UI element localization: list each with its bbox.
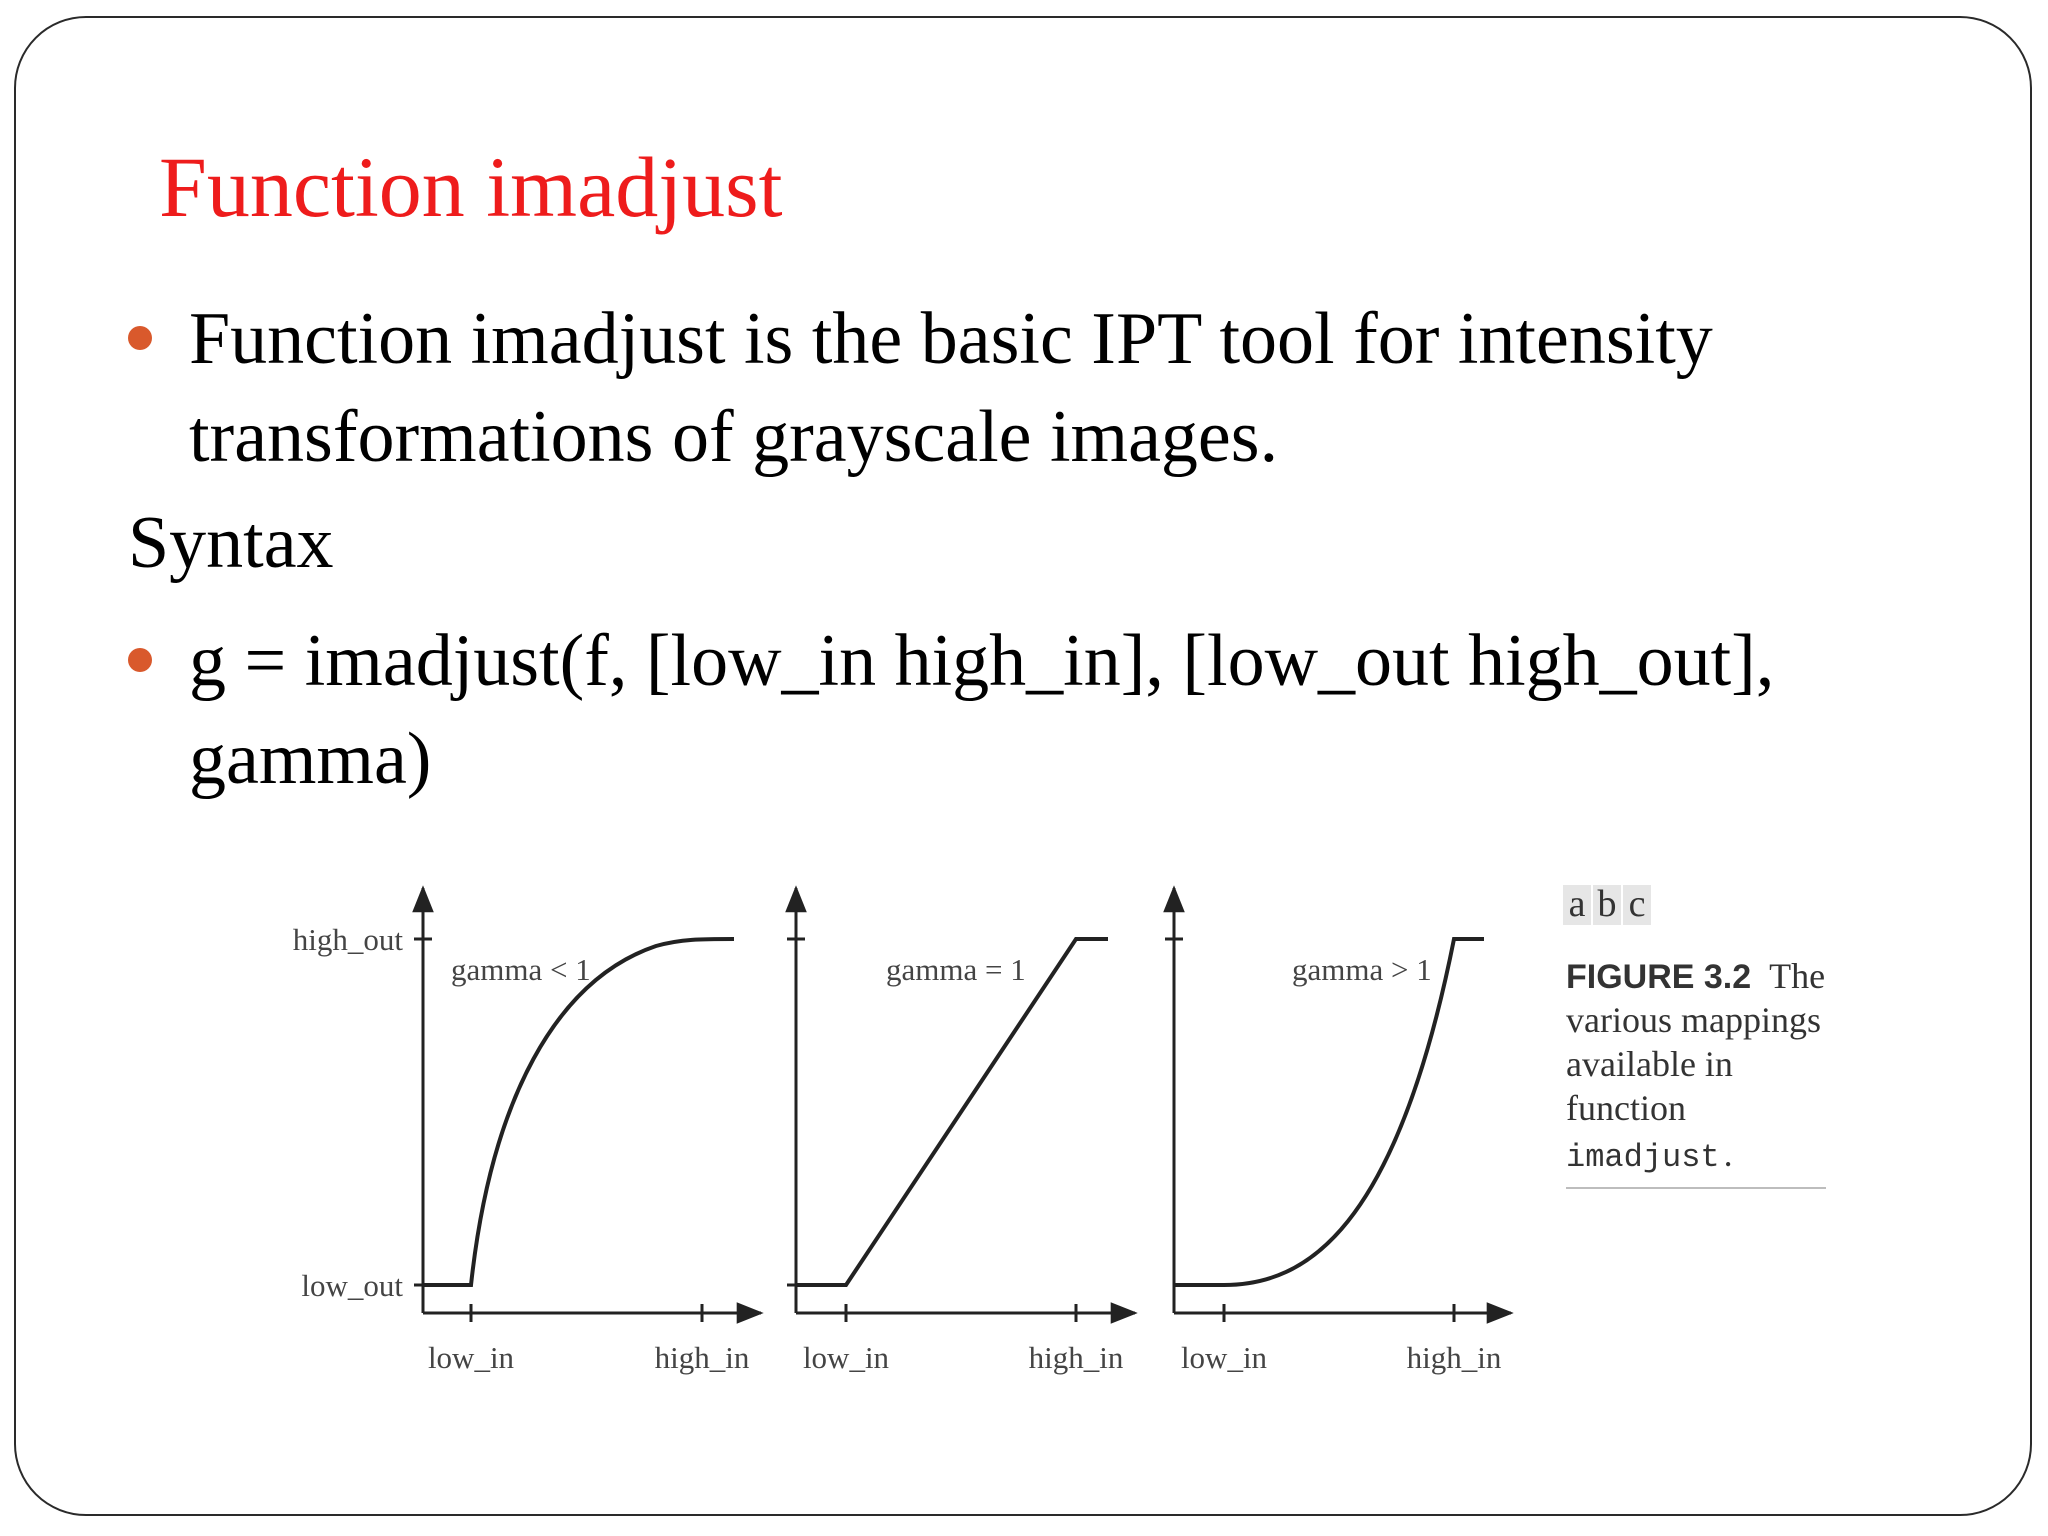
x-label-high-in: high_in xyxy=(1407,1340,1502,1375)
figure-caption: a b c FIGURE 3.2 The various mappings av… xyxy=(1563,883,1826,1189)
x-label-high-in: high_in xyxy=(655,1340,750,1375)
panel-gamma-less-than-1: gamma < 1 high_out low_out low_in high_i… xyxy=(293,885,764,1375)
panel-gamma-greater-than-1: gamma > 1 low_in high_in xyxy=(1163,885,1514,1375)
caption-heading-rest: The xyxy=(1769,956,1825,996)
bullet-line: transformations of grayscale images. xyxy=(189,396,1279,478)
caption-heading: FIGURE 3.2 xyxy=(1566,958,1751,996)
bullet-dot-icon xyxy=(128,648,152,672)
caption-heading-line: FIGURE 3.2 The xyxy=(1566,956,1825,996)
syntax-bullet: g = imadjust(f, [low_in high_in], [low_o… xyxy=(128,612,1774,808)
curve-label: gamma > 1 xyxy=(1292,952,1432,987)
panel-tag-a: a xyxy=(1569,883,1586,925)
bullet-item: Function imadjust is the basic IPT tool … xyxy=(128,290,1713,486)
mapping-curve xyxy=(1174,937,1484,1287)
syntax-text: g = imadjust(f, [low_in high_in], [low_o… xyxy=(189,612,1774,808)
caption-code: imadjust xyxy=(1566,1139,1720,1176)
caption-line: various mappings xyxy=(1566,1000,1821,1040)
slide-title: Function imadjust xyxy=(159,139,783,235)
x-label-low-in: low_in xyxy=(803,1340,890,1375)
tag-box-b xyxy=(1593,885,1621,925)
tag-box-a xyxy=(1563,885,1591,925)
y-label-high-out: high_out xyxy=(293,922,404,957)
caption-code-suffix: . xyxy=(1724,1134,1733,1174)
y-label-low-out: low_out xyxy=(301,1268,403,1303)
mapping-figure: gamma < 1 high_out low_out low_in high_i… xyxy=(293,883,1826,1375)
panel-tag-b: b xyxy=(1598,883,1617,925)
syntax-label: Syntax xyxy=(128,502,334,584)
x-label-low-in: low_in xyxy=(1181,1340,1268,1375)
curve-label: gamma < 1 xyxy=(451,952,591,987)
panel-tag-c: c xyxy=(1629,883,1646,925)
bullet-line: Function imadjust is the basic IPT tool … xyxy=(189,298,1713,380)
syntax-line: gamma) xyxy=(189,718,432,800)
caption-code-line: imadjust . xyxy=(1566,1134,1733,1176)
curve-label: gamma = 1 xyxy=(886,952,1026,987)
bullet-dot-icon xyxy=(128,326,152,350)
mapping-curve xyxy=(796,937,1108,1287)
tag-box-c xyxy=(1623,885,1651,925)
syntax-line: g = imadjust(f, [low_in high_in], [low_o… xyxy=(189,620,1775,702)
bullet-text: Function imadjust is the basic IPT tool … xyxy=(189,290,1713,486)
x-label-low-in: low_in xyxy=(428,1340,515,1375)
caption-line: available in xyxy=(1566,1044,1733,1084)
caption-line: function xyxy=(1566,1088,1686,1128)
slide: Function imadjust Function imadjust is t… xyxy=(14,16,2032,1516)
x-label-high-in: high_in xyxy=(1029,1340,1124,1375)
figure-3-2: gamma < 1 high_out low_out low_in high_i… xyxy=(286,870,1856,1430)
panel-gamma-equal-1: gamma = 1 low_in high_in xyxy=(785,885,1138,1375)
mapping-curve xyxy=(423,937,735,1287)
